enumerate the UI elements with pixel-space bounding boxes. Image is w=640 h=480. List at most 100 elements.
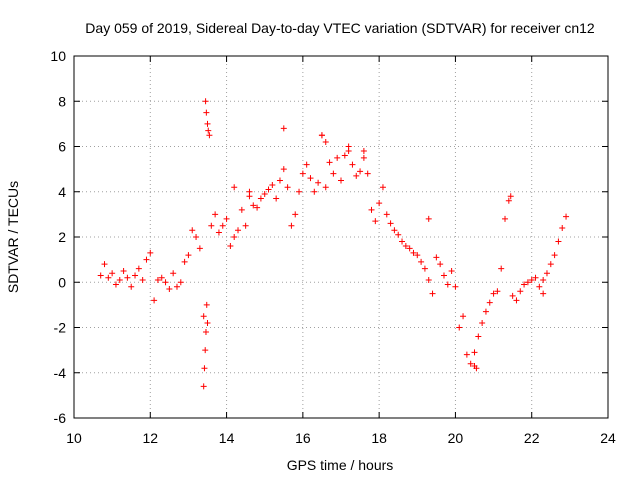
- data-point: [536, 283, 543, 290]
- data-point: [372, 218, 379, 225]
- data-point: [410, 249, 417, 256]
- data-point: [219, 222, 226, 229]
- data-point: [391, 227, 398, 234]
- data-point: [205, 127, 212, 134]
- data-point: [322, 138, 329, 145]
- data-point: [200, 313, 207, 320]
- data-point: [318, 132, 325, 139]
- data-point: [559, 224, 566, 231]
- data-point: [280, 166, 287, 173]
- data-point: [448, 267, 455, 274]
- x-tick-label: 12: [142, 430, 158, 446]
- y-tick-label: 0: [58, 274, 66, 290]
- data-point: [543, 270, 550, 277]
- y-tick-label: 4: [58, 184, 66, 200]
- data-point: [364, 170, 371, 177]
- data-point: [139, 276, 146, 283]
- data-point: [429, 290, 436, 297]
- data-point: [128, 283, 135, 290]
- data-point: [456, 324, 463, 331]
- data-point: [341, 152, 348, 159]
- y-tick-label: 6: [58, 139, 66, 155]
- y-tick-label: -6: [54, 410, 67, 426]
- data-point: [507, 193, 514, 200]
- data-point: [502, 215, 509, 222]
- data-point: [185, 252, 192, 259]
- y-tick-label: -2: [54, 320, 67, 336]
- data-point: [235, 227, 242, 234]
- data-point: [231, 234, 238, 240]
- data-point: [116, 276, 123, 283]
- data-point: [540, 276, 547, 283]
- data-point: [204, 319, 211, 326]
- data-point: [360, 148, 367, 155]
- data-point: [296, 188, 303, 195]
- x-tick-label: 20: [448, 430, 464, 446]
- data-point: [109, 270, 116, 277]
- data-point: [349, 161, 356, 168]
- data-point: [250, 202, 257, 209]
- data-point: [399, 238, 406, 245]
- data-point: [524, 279, 531, 286]
- data-point: [299, 170, 306, 177]
- data-point: [357, 168, 364, 175]
- data-point: [246, 188, 253, 195]
- data-point: [505, 197, 512, 204]
- data-point: [254, 204, 261, 211]
- data-point: [463, 351, 470, 358]
- data-point: [181, 258, 188, 265]
- data-point: [452, 283, 459, 290]
- data-point: [292, 211, 299, 218]
- data-point: [124, 274, 131, 281]
- data-point: [307, 175, 314, 182]
- data-point: [132, 272, 139, 279]
- data-point: [440, 272, 447, 279]
- data-point: [238, 206, 245, 213]
- data-point: [528, 276, 535, 283]
- data-point: [200, 383, 207, 390]
- data-point: [471, 349, 478, 356]
- data-point: [338, 177, 344, 184]
- data-point: [360, 154, 367, 161]
- data-point: [105, 274, 112, 281]
- data-point: [170, 270, 177, 277]
- data-point: [223, 215, 230, 222]
- data-point: [280, 125, 287, 132]
- data-point: [196, 245, 203, 252]
- data-point: [276, 177, 283, 184]
- data-point: [135, 265, 142, 272]
- data-point: [387, 220, 394, 227]
- data-point: [494, 288, 501, 295]
- data-point: [206, 132, 213, 139]
- data-point: [540, 290, 547, 297]
- data-point: [101, 261, 108, 268]
- data-point: [212, 211, 219, 218]
- data-point: [326, 159, 333, 166]
- data-point: [147, 249, 154, 256]
- data-point: [467, 360, 474, 367]
- x-tick-label: 14: [219, 430, 235, 446]
- data-point: [284, 184, 291, 191]
- data-point: [158, 274, 165, 281]
- data-point: [425, 215, 432, 222]
- x-tick-label: 22: [524, 430, 540, 446]
- data-point: [379, 184, 386, 191]
- data-point: [202, 98, 209, 105]
- data-point: [173, 283, 180, 290]
- y-tick-label: 8: [58, 93, 66, 109]
- data-point: [112, 281, 119, 288]
- data-point: [473, 365, 480, 372]
- data-point: [257, 195, 264, 202]
- data-point: [509, 292, 516, 299]
- x-axis-label: GPS time / hours: [287, 457, 394, 473]
- data-point: [433, 254, 440, 261]
- data-point: [227, 243, 234, 250]
- data-point: [444, 281, 451, 288]
- data-point: [269, 181, 276, 188]
- x-tick-label: 18: [371, 430, 387, 446]
- x-tick-label: 10: [66, 430, 82, 446]
- data-point: [437, 261, 444, 268]
- y-tick-label: 10: [50, 48, 66, 64]
